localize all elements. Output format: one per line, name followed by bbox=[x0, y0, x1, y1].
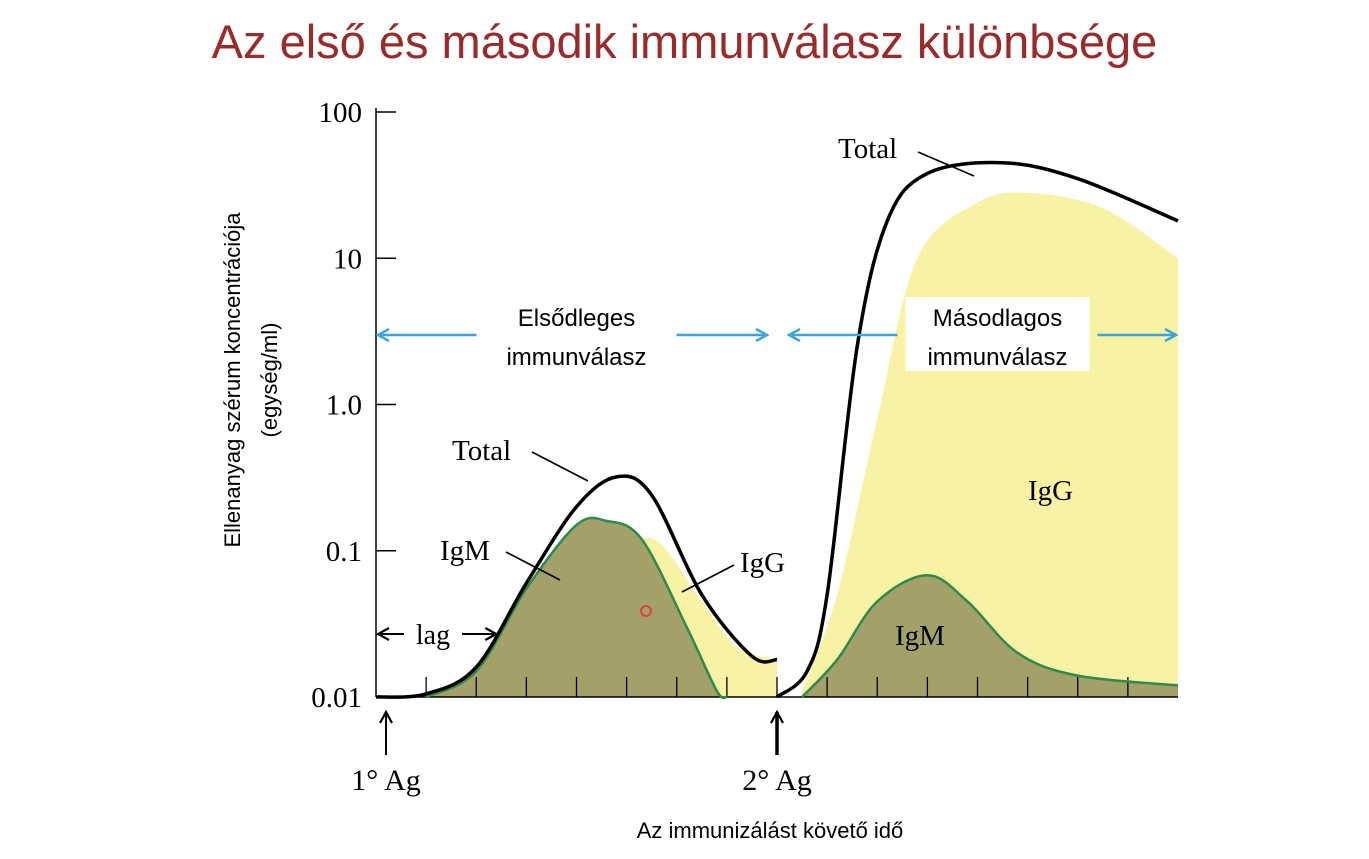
secondary-igm-label: IgM bbox=[895, 620, 945, 652]
lag-label: lag bbox=[416, 620, 450, 651]
antigen-label-0: 1° Ag bbox=[351, 764, 421, 797]
primary-total-line bbox=[375, 474, 778, 699]
y-tick-label-1: 10 bbox=[333, 243, 362, 275]
secondary-igm-area bbox=[802, 575, 1178, 697]
primary-igg-label: IgG bbox=[740, 547, 785, 579]
phase-label-line1-0: Elsődleges bbox=[518, 305, 635, 332]
secondary-total-leader bbox=[917, 151, 975, 177]
secondary-total-line bbox=[775, 160, 1179, 699]
pointer-dot-icon bbox=[640, 605, 652, 617]
phase-label-line2-1: immunválasz bbox=[927, 344, 1067, 371]
phase-label-line1-1: Másodlagos bbox=[933, 305, 1062, 332]
primary-igm-leader bbox=[505, 551, 561, 581]
y-tick-label-4: 0.01 bbox=[311, 682, 362, 714]
primary-igm-area bbox=[426, 517, 727, 698]
secondary-igg-label: IgG bbox=[1028, 475, 1073, 507]
secondary-igg-area bbox=[802, 192, 1178, 698]
y-tick-label-2: 1.0 bbox=[326, 390, 362, 422]
y-tick-label-0: 100 bbox=[319, 97, 363, 129]
y-tick-label-3: 0.1 bbox=[326, 536, 362, 568]
phase-label-bg-1 bbox=[905, 297, 1090, 371]
primary-igm-line bbox=[425, 516, 728, 700]
phase-label-line2-0: immunválasz bbox=[506, 344, 646, 371]
antigen-label-1: 2° Ag bbox=[742, 764, 812, 797]
primary-total-leader bbox=[531, 451, 589, 482]
x-axis-label: Az immunizálást követő idő bbox=[637, 818, 904, 843]
secondary-total-label: Total bbox=[838, 133, 897, 165]
primary-igg-leader bbox=[681, 564, 735, 593]
primary-total-label: Total bbox=[452, 435, 511, 467]
secondary-igm-line bbox=[801, 573, 1179, 698]
y-axis-label-line1: Ellenanyag szérum koncentrációja bbox=[220, 212, 245, 548]
slide-title: Az első és második immunválasz különbség… bbox=[211, 15, 1158, 68]
primary-igm-label: IgM bbox=[440, 535, 490, 567]
y-axis-label-line2: (egység/ml) bbox=[257, 323, 282, 438]
